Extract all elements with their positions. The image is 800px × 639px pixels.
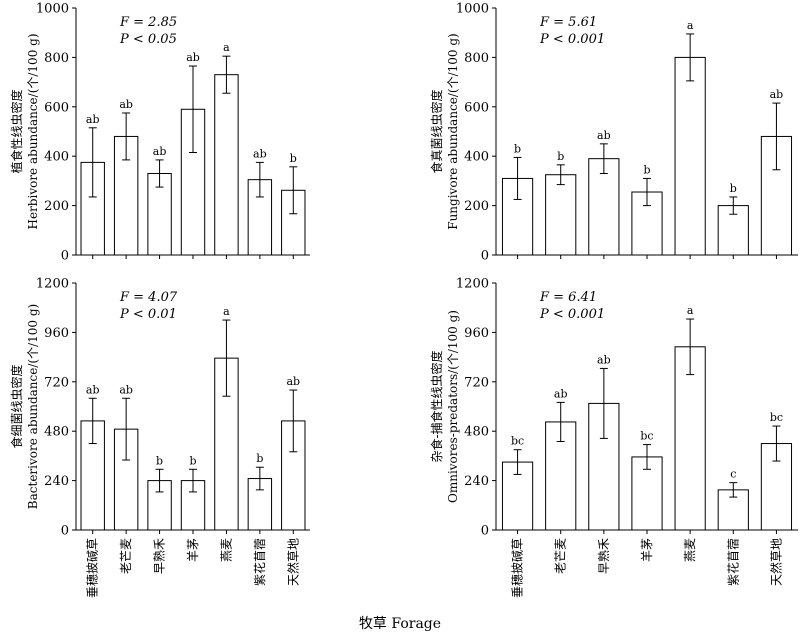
y-tick-label: 200 bbox=[464, 199, 489, 214]
y-tick-label: 720 bbox=[44, 375, 69, 390]
x-axis-title: 牧草 Forage bbox=[359, 616, 441, 632]
y-tick-label: 400 bbox=[44, 150, 69, 165]
category-label: 老芒麦 bbox=[553, 538, 568, 574]
significance-label: bc bbox=[640, 430, 653, 443]
stat-p-value: P < 0.05 bbox=[119, 32, 177, 47]
significance-label: a bbox=[223, 41, 230, 54]
y-axis-title-en: Herbivore abundance/(个/100 g) bbox=[26, 33, 40, 229]
category-label: 早熟禾 bbox=[596, 538, 611, 574]
significance-label: b bbox=[643, 163, 650, 176]
significance-label: b bbox=[156, 454, 163, 467]
significance-label: ab bbox=[153, 145, 167, 158]
y-tick-label: 200 bbox=[44, 199, 69, 214]
category-label: 羊茅 bbox=[639, 538, 654, 562]
significance-label: a bbox=[223, 305, 230, 318]
stat-f-value: F = 2.85 bbox=[119, 15, 177, 30]
significance-label: b bbox=[730, 182, 737, 195]
category-label: 燕麦 bbox=[683, 538, 697, 562]
category-label: 天然草地 bbox=[768, 538, 783, 586]
stat-p-value: P < 0.01 bbox=[119, 307, 177, 322]
stat-f-value: F = 5.61 bbox=[539, 15, 597, 30]
y-tick-label: 720 bbox=[464, 375, 489, 390]
significance-label: ab bbox=[119, 98, 133, 111]
y-tick-label: 480 bbox=[464, 425, 489, 440]
y-tick-label: 240 bbox=[44, 474, 69, 489]
bar bbox=[214, 74, 239, 256]
significance-label: bc bbox=[770, 411, 783, 424]
chart-panel-4: 0 240 480 720 960 1200 bc 垂穗披碱草 ab 老芒麦 ab 早熟禾 bc 羊茅 a 燕… bbox=[429, 277, 798, 598]
chart-panel-3: 0 240 480 720 960 1200 ab 垂穗披碱草 ab 老芒麦 b 早熟禾 b 羊茅 a 燕麦 b… bbox=[9, 277, 310, 598]
y-tick-label: 960 bbox=[464, 326, 489, 341]
y-tick-label: 600 bbox=[44, 100, 69, 115]
category-label: 老芒麦 bbox=[118, 538, 133, 574]
y-tick-label: 1000 bbox=[36, 2, 69, 17]
significance-label: a bbox=[687, 19, 694, 32]
significance-label: b bbox=[557, 150, 564, 163]
significance-label: ab bbox=[770, 88, 784, 101]
y-tick-label: 0 bbox=[61, 249, 69, 264]
y-axis-title-en: Fungivore abundance/(个/100 g) bbox=[446, 33, 460, 230]
stat-p-value: P < 0.001 bbox=[539, 32, 605, 47]
stat-f-value: F = 4.07 bbox=[119, 290, 178, 305]
y-axis-title-en: Bacterivore abundance/(个/100 g) bbox=[26, 304, 40, 509]
significance-label: ab bbox=[86, 383, 100, 396]
y-tick-label: 240 bbox=[464, 474, 489, 489]
category-label: 紫花苜蓿 bbox=[252, 538, 267, 586]
y-tick-label: 1000 bbox=[456, 2, 489, 17]
y-axis-title-cn: 杂食-捕食性线虫密度 bbox=[429, 350, 444, 462]
y-axis-title-cn: 植食性线虫密度 bbox=[9, 89, 24, 173]
y-tick-label: 400 bbox=[464, 150, 489, 165]
y-tick-label: 0 bbox=[481, 249, 489, 264]
significance-label: b bbox=[256, 452, 263, 465]
y-tick-label: 800 bbox=[44, 51, 69, 66]
y-axis-title-en: Omnivores-predators/(个/100 g) bbox=[446, 310, 460, 503]
y-tick-label: 960 bbox=[44, 326, 69, 341]
category-label: 天然草地 bbox=[285, 538, 300, 586]
significance-label: c bbox=[730, 468, 736, 481]
y-axis-title-cn: 食真菌线虫密度 bbox=[429, 89, 444, 173]
significance-label: a bbox=[687, 304, 694, 317]
bar bbox=[631, 456, 663, 531]
stat-p-value: P < 0.001 bbox=[539, 307, 605, 322]
stat-f-value: F = 6.41 bbox=[539, 290, 597, 305]
significance-label: ab bbox=[597, 353, 611, 366]
significance-label: ab bbox=[253, 147, 267, 160]
significance-label: ab bbox=[86, 113, 100, 126]
significance-label: bc bbox=[511, 435, 524, 448]
bar bbox=[674, 56, 706, 256]
category-label: 垂穗披碱草 bbox=[511, 538, 525, 598]
y-tick-label: 600 bbox=[464, 100, 489, 115]
significance-label: b bbox=[514, 142, 521, 155]
category-label: 紫花苜蓿 bbox=[725, 538, 740, 586]
significance-label: b bbox=[189, 454, 196, 467]
significance-label: ab bbox=[597, 129, 611, 142]
category-label: 垂穗披碱草 bbox=[86, 538, 100, 598]
bar bbox=[545, 174, 577, 256]
significance-label: ab bbox=[119, 383, 133, 396]
category-label: 早熟禾 bbox=[152, 538, 167, 574]
y-tick-label: 0 bbox=[481, 524, 489, 539]
significance-label: ab bbox=[186, 51, 200, 64]
y-tick-label: 800 bbox=[464, 51, 489, 66]
bar bbox=[588, 158, 620, 256]
category-label: 羊茅 bbox=[185, 538, 200, 562]
y-tick-label: 1200 bbox=[456, 277, 489, 292]
significance-label: ab bbox=[286, 375, 300, 388]
y-axis-title-cn: 食细菌线虫密度 bbox=[9, 364, 24, 448]
y-tick-label: 0 bbox=[61, 524, 69, 539]
category-label: 燕麦 bbox=[219, 538, 233, 562]
y-tick-label: 1200 bbox=[36, 277, 69, 292]
significance-label: b bbox=[290, 152, 297, 165]
chart-panel-1: 0 200 400 600 800 1000 ab ab ab ab a ab b F = 2.85 P <… bbox=[9, 2, 310, 264]
y-tick-label: 480 bbox=[44, 425, 69, 440]
significance-label: ab bbox=[554, 387, 568, 400]
